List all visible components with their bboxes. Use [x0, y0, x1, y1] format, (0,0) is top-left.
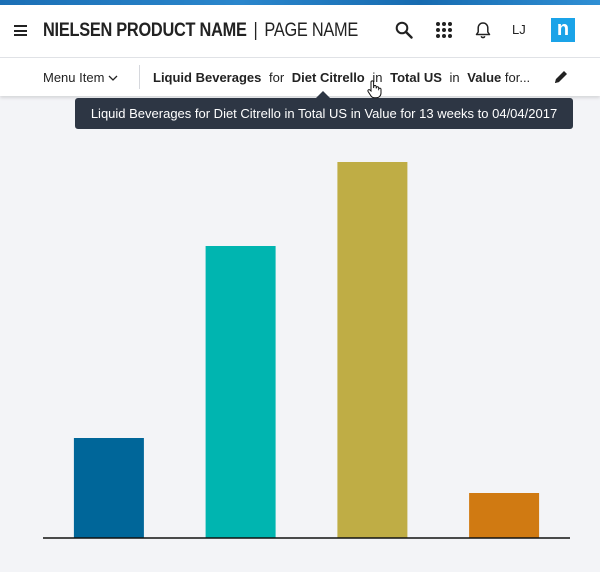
breadcrumb-tooltip: Liquid Beverages for Diet Citrello in To…: [75, 98, 573, 129]
apps-grid-icon[interactable]: [433, 19, 455, 41]
brand-title: NIELSEN PRODUCT NAME | PAGE NAME: [43, 19, 358, 43]
chart-bar[interactable]: [469, 493, 540, 538]
chart-canvas: [43, 162, 570, 539]
filter-divider: [139, 65, 140, 89]
breadcrumb-trail: for...: [504, 70, 531, 85]
bell-icon[interactable]: [472, 19, 494, 41]
user-avatar[interactable]: LJ: [512, 22, 526, 37]
chart-bar[interactable]: [73, 438, 144, 538]
search-icon[interactable]: [393, 19, 415, 41]
breadcrumb-market[interactable]: Total US: [390, 70, 442, 85]
edit-icon[interactable]: [552, 68, 570, 86]
hand-cursor-icon: [365, 79, 383, 99]
bar-chart: [0, 130, 600, 550]
menu-item-dropdown[interactable]: Menu Item: [43, 70, 118, 85]
top-brand-stripe: [0, 0, 600, 5]
nielsen-logo: n: [551, 18, 575, 42]
breadcrumb-connector: for: [269, 70, 285, 85]
breadcrumb-connector: in: [372, 70, 383, 85]
breadcrumb-product[interactable]: Diet Citrello: [291, 70, 365, 85]
chevron-down-icon: [108, 75, 118, 81]
chart-bar[interactable]: [337, 162, 408, 538]
breadcrumb-category[interactable]: Liquid Beverages: [153, 70, 262, 85]
chart-bar[interactable]: [205, 246, 276, 538]
title-separator: |: [253, 20, 258, 41]
app-header: NIELSEN PRODUCT NAME | PAGE NAME LJ n: [0, 5, 600, 58]
product-name: NIELSEN PRODUCT NAME: [43, 20, 247, 41]
page-name: PAGE NAME: [264, 20, 359, 41]
menu-icon[interactable]: [14, 25, 27, 36]
breadcrumb-measure[interactable]: Value: [467, 70, 502, 85]
breadcrumb-connector: in: [449, 70, 460, 85]
tooltip-arrow: [316, 91, 330, 98]
menu-item-label: Menu Item: [43, 70, 105, 85]
selection-breadcrumb[interactable]: Liquid Beverages for Diet Citrello in To…: [153, 70, 530, 85]
filter-bar: Menu Item Liquid Beverages for Diet Citr…: [0, 58, 600, 96]
